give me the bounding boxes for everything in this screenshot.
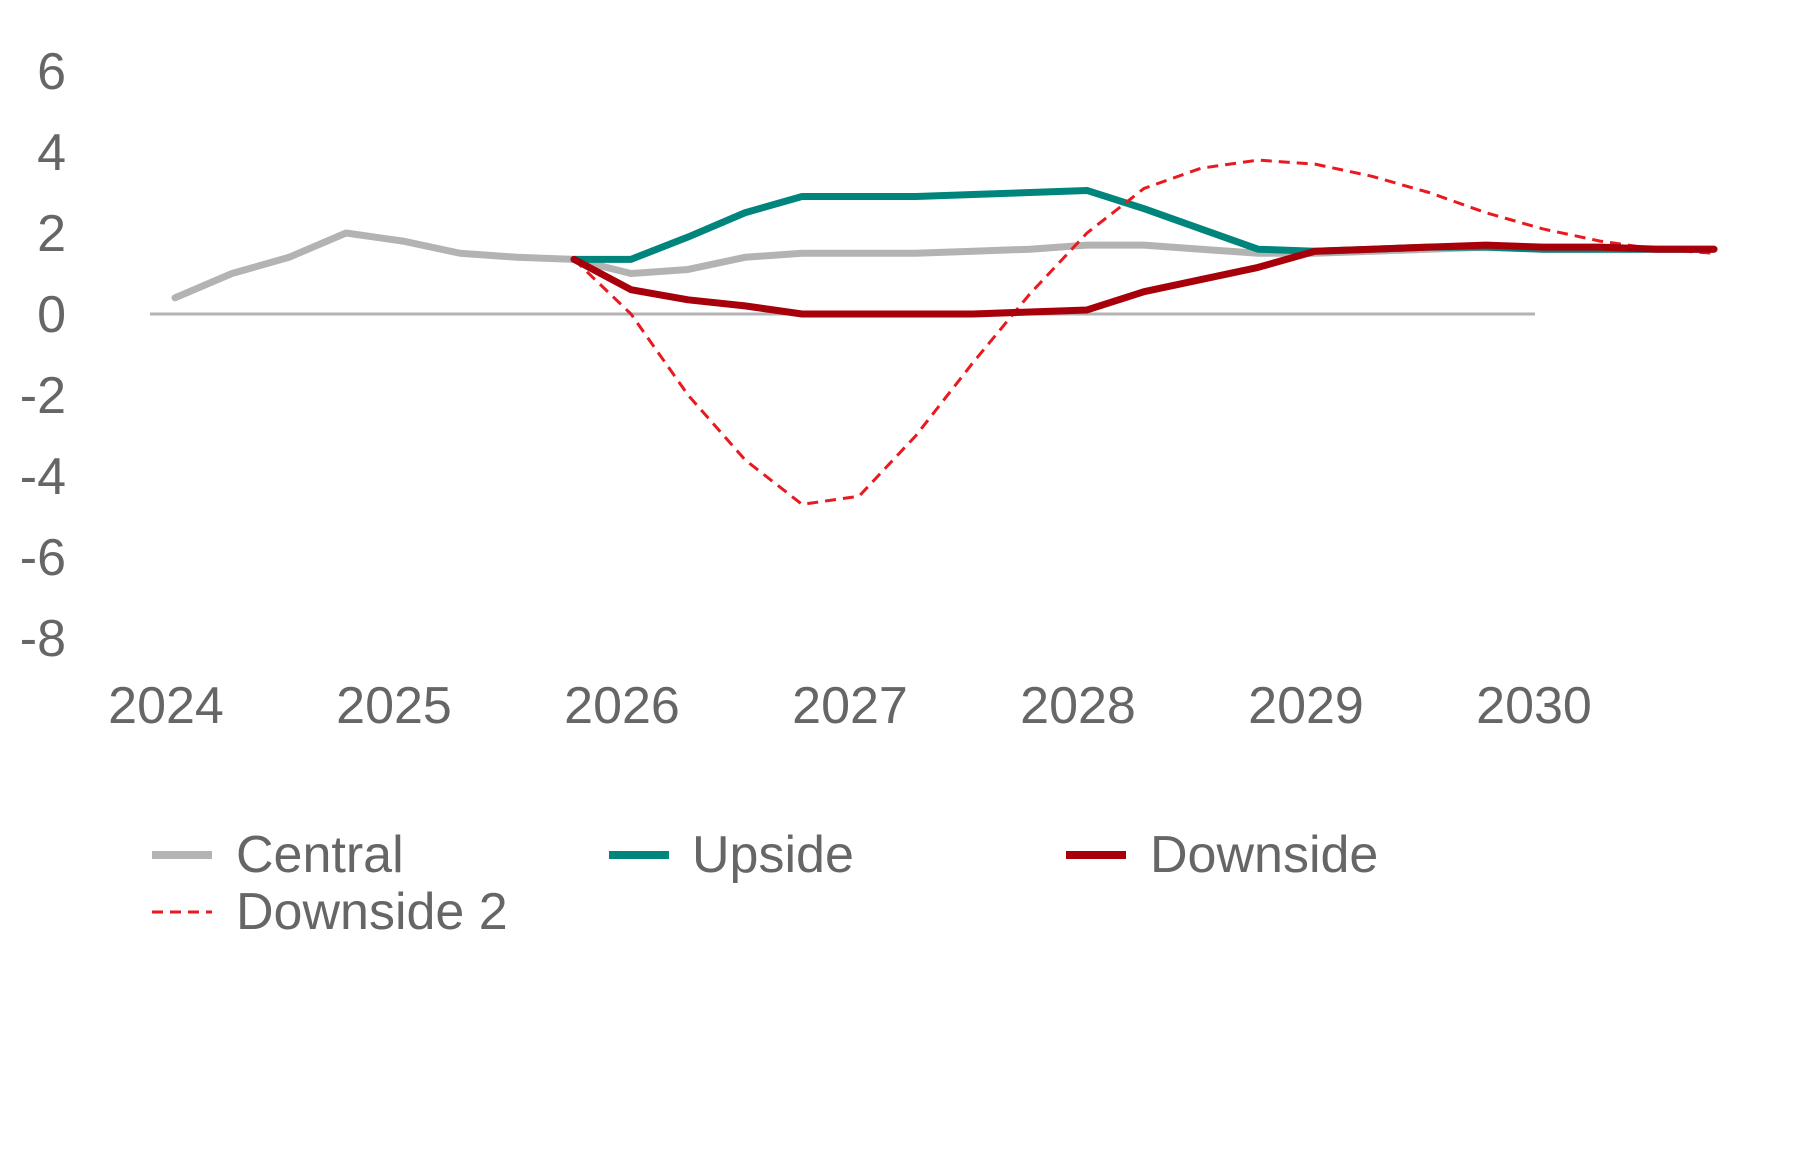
y-tick-label: 4 [37,124,66,182]
y-axis-ticks: 6 4 2 0 -2 -4 -6 -8 [20,43,66,668]
y-tick-label: 2 [37,205,66,263]
y-tick-label: -8 [20,610,66,668]
y-tick-label: -4 [20,448,66,506]
x-axis-ticks: 2024 2025 2026 2027 2028 2029 2030 [108,677,1592,735]
y-tick-label: -6 [20,529,66,587]
x-tick-label: 2030 [1476,677,1592,735]
x-tick-label: 2028 [1020,677,1136,735]
legend-label: Downside 2 [236,883,508,941]
x-tick-label: 2027 [792,677,908,735]
x-tick-label: 2025 [336,677,452,735]
legend-label: Central [236,826,404,884]
y-tick-label: 6 [37,43,66,101]
series-line-downside-2 [572,158,1715,506]
x-tick-label: 2024 [108,677,224,735]
legend-label: Downside [1150,826,1378,884]
legend-item-central: Central [152,826,404,884]
series-line-downside [570,241,1718,318]
x-tick-label: 2029 [1248,677,1364,735]
legend-item-downside: Downside [1066,826,1378,884]
series-lines [171,158,1718,506]
x-tick-label: 2026 [564,677,680,735]
legend: Central Upside Downside Downside 2 [152,826,1378,941]
legend-item-downside-2: Downside 2 [152,883,508,941]
y-tick-label: 0 [37,286,66,344]
legend-item-upside: Upside [609,826,854,884]
legend-label: Upside [692,826,854,884]
y-tick-label: -2 [20,367,66,425]
